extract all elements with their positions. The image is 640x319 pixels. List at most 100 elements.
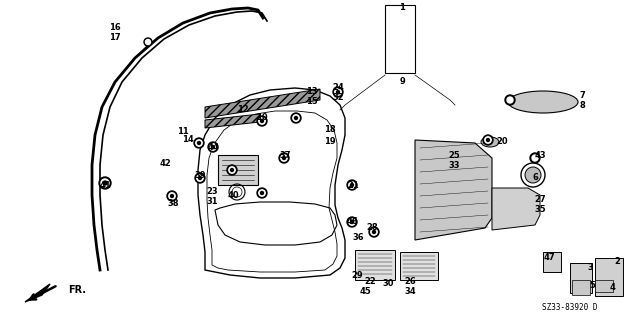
FancyBboxPatch shape <box>543 252 561 272</box>
FancyBboxPatch shape <box>570 263 592 293</box>
Circle shape <box>195 173 205 183</box>
Text: 15: 15 <box>306 97 318 106</box>
Circle shape <box>281 155 287 161</box>
Text: 37: 37 <box>279 152 291 160</box>
Text: 46: 46 <box>346 218 358 226</box>
Text: 33: 33 <box>448 160 460 169</box>
Text: 38: 38 <box>167 199 179 209</box>
Polygon shape <box>415 140 492 240</box>
Circle shape <box>260 191 264 195</box>
Circle shape <box>505 95 515 105</box>
Text: 5: 5 <box>589 280 595 290</box>
Circle shape <box>371 229 377 235</box>
Circle shape <box>349 182 355 188</box>
Circle shape <box>167 191 177 201</box>
Circle shape <box>169 193 175 199</box>
Circle shape <box>198 176 202 180</box>
Polygon shape <box>205 89 320 118</box>
FancyBboxPatch shape <box>595 280 613 292</box>
Circle shape <box>227 165 237 175</box>
Circle shape <box>197 175 204 181</box>
Circle shape <box>291 113 301 123</box>
Text: 14: 14 <box>182 136 194 145</box>
Circle shape <box>144 38 152 46</box>
Circle shape <box>485 137 492 143</box>
Circle shape <box>333 87 343 97</box>
FancyBboxPatch shape <box>572 280 590 295</box>
Text: 24: 24 <box>332 84 344 93</box>
Text: 23: 23 <box>206 188 218 197</box>
Text: 4: 4 <box>609 283 615 292</box>
Circle shape <box>507 97 513 103</box>
Text: 21: 21 <box>347 181 359 189</box>
Circle shape <box>532 155 538 161</box>
FancyBboxPatch shape <box>595 258 623 296</box>
Circle shape <box>194 138 204 148</box>
Circle shape <box>259 190 265 196</box>
Text: 25: 25 <box>448 151 460 160</box>
Circle shape <box>335 89 341 95</box>
Circle shape <box>211 145 214 149</box>
Circle shape <box>230 168 234 172</box>
Text: 17: 17 <box>109 33 121 42</box>
Text: 11: 11 <box>177 127 189 136</box>
Text: 20: 20 <box>496 137 508 146</box>
Text: 16: 16 <box>109 24 121 33</box>
Text: 19: 19 <box>324 137 336 145</box>
Text: 10: 10 <box>256 114 268 122</box>
Circle shape <box>349 219 355 225</box>
Text: 41: 41 <box>99 181 111 189</box>
Circle shape <box>293 115 300 121</box>
Text: 1: 1 <box>399 4 405 12</box>
Circle shape <box>145 40 150 44</box>
FancyBboxPatch shape <box>400 252 438 280</box>
Circle shape <box>294 116 298 120</box>
Circle shape <box>101 179 109 187</box>
Circle shape <box>196 140 202 146</box>
Text: 44: 44 <box>207 143 219 152</box>
Circle shape <box>369 227 379 237</box>
Polygon shape <box>492 188 540 230</box>
Text: 34: 34 <box>404 287 416 296</box>
Circle shape <box>337 91 339 93</box>
FancyBboxPatch shape <box>385 5 415 73</box>
Circle shape <box>351 183 353 187</box>
Circle shape <box>208 142 218 152</box>
Text: 26: 26 <box>404 278 416 286</box>
Circle shape <box>279 153 289 163</box>
Text: 6: 6 <box>532 174 538 182</box>
Polygon shape <box>205 114 260 128</box>
Circle shape <box>282 157 285 160</box>
Circle shape <box>170 195 173 197</box>
Text: 30: 30 <box>382 278 394 287</box>
Text: 45: 45 <box>359 287 371 296</box>
Circle shape <box>259 118 265 124</box>
Text: 39: 39 <box>195 170 205 180</box>
Polygon shape <box>218 155 258 185</box>
Circle shape <box>351 220 353 224</box>
Text: 3: 3 <box>587 263 593 271</box>
Circle shape <box>103 181 107 185</box>
Text: FR.: FR. <box>68 285 86 295</box>
Polygon shape <box>25 284 50 302</box>
Circle shape <box>483 135 493 145</box>
Text: 9: 9 <box>399 78 405 86</box>
Ellipse shape <box>481 137 499 147</box>
Ellipse shape <box>508 91 578 113</box>
Text: 18: 18 <box>324 125 336 135</box>
Circle shape <box>372 231 376 234</box>
Circle shape <box>486 138 490 142</box>
Text: 40: 40 <box>227 190 239 199</box>
Circle shape <box>530 153 540 163</box>
Text: SZ33-83920 D: SZ33-83920 D <box>542 303 598 313</box>
Circle shape <box>257 188 267 198</box>
Circle shape <box>525 167 541 183</box>
Circle shape <box>347 180 357 190</box>
Text: 36: 36 <box>352 234 364 242</box>
Circle shape <box>198 142 200 145</box>
Text: 28: 28 <box>366 224 378 233</box>
Text: 43: 43 <box>534 151 546 160</box>
Text: 47: 47 <box>543 254 555 263</box>
Text: 7: 7 <box>579 92 585 100</box>
Text: 31: 31 <box>206 197 218 206</box>
